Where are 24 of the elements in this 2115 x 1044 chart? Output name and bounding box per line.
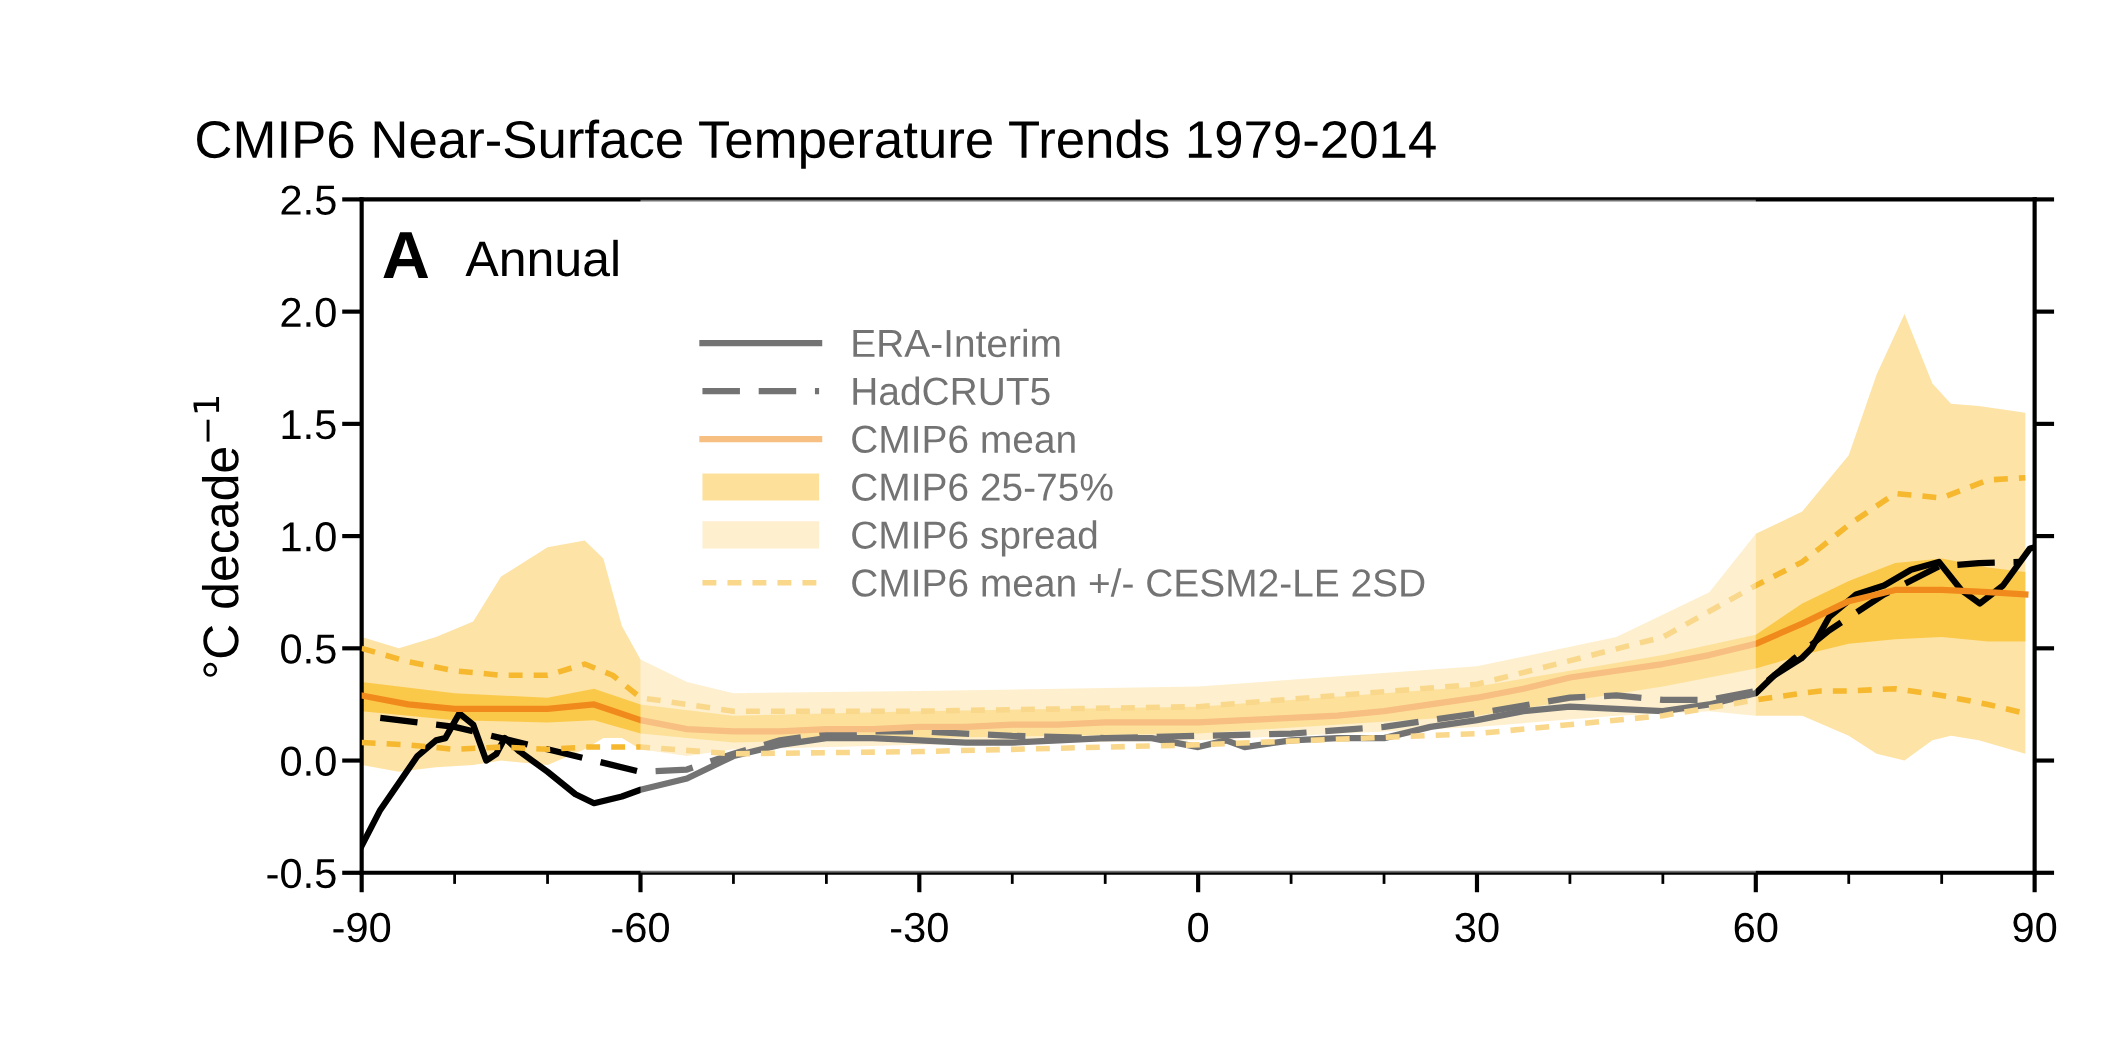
y-tick-label: 1.0 (282, 522, 336, 552)
legend-label: CMIP6 25-75% (852, 473, 1113, 501)
y-tick-label: 0.5 (281, 634, 336, 664)
legend-label: HadCRUT5 (853, 376, 1050, 406)
legend-label: CMIP6 mean (852, 425, 1075, 454)
x-tick-label: 30 (1455, 912, 1499, 943)
chart-title: CMIP6 Near-Surface Temperature Trends 1979-2014 (197, 119, 1436, 169)
x-tick-label: 90 (2013, 912, 2057, 943)
y-tick-label: 0.0 (281, 746, 336, 777)
annotation: A (383, 232, 429, 279)
x-tick-label: 60 (1734, 912, 1778, 943)
y-axis-title: °C decade$^{−1}$ (193, 396, 239, 677)
x-tick-label: -30 (891, 912, 948, 943)
legend-label: CMIP6 spread (852, 520, 1097, 557)
x-tick-label: -60 (612, 912, 669, 943)
y-tick-label: -0.5 (267, 858, 336, 889)
y-tick-label: 2.0 (281, 297, 336, 328)
y-tick-label: 2.5 (281, 185, 336, 215)
annotation: Annual (465, 239, 618, 277)
legend-label: CMIP6 mean +/- CESM2-LE 2SD (852, 568, 1425, 597)
x-tick-label: 0 (1188, 912, 1209, 943)
x-tick-label: -90 (333, 912, 391, 943)
legend-label: ERA-Interim (853, 328, 1060, 358)
y-tick-label: 1.5 (282, 410, 336, 440)
